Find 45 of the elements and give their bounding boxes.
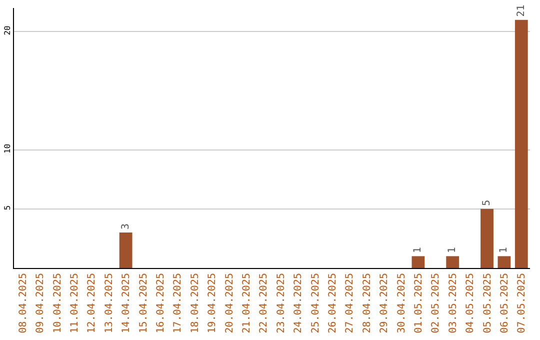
x-tick-label: 13.04.2025 [104, 273, 115, 334]
x-tick-label: 03.05.2025 [448, 273, 459, 334]
bar [412, 256, 425, 268]
data-label: 5 [482, 200, 492, 206]
data-label: 1 [498, 247, 510, 254]
x-tick-label: 15.04.2025 [138, 273, 150, 334]
x-tick-label: 27.04.2025 [344, 273, 356, 334]
x-tick-label: 18.04.2025 [190, 273, 201, 334]
bar [498, 256, 511, 268]
x-tick-label: 10.04.2025 [52, 273, 64, 334]
x-tick-label: 02.05.2025 [430, 273, 442, 334]
x-tick-label: 24.04.2025 [293, 273, 304, 334]
x-tick-label: 06.05.2025 [499, 273, 510, 334]
x-tick-label: 12.04.2025 [86, 273, 98, 334]
x-tick-label: 26.04.2025 [327, 273, 338, 334]
bar [446, 256, 460, 268]
x-tick-label: 07.05.2025 [516, 273, 528, 334]
x-tick-label: 19.04.2025 [207, 273, 218, 334]
y-tick-label: 10 [2, 144, 12, 154]
bar [514, 20, 528, 268]
x-tick-label: 28.04.2025 [362, 273, 373, 334]
x-tick-label: 14.04.2025 [121, 273, 132, 334]
x-tick-label: 08.04.2025 [18, 273, 29, 334]
x-tick-label: 04.05.2025 [465, 273, 476, 334]
x-tick-label: 23.04.2025 [276, 273, 287, 334]
x-tick-label: 05.05.2025 [482, 273, 494, 334]
bar [119, 232, 132, 268]
x-tick-label: 09.04.2025 [35, 273, 46, 334]
x-tick-label: 21.04.2025 [241, 273, 252, 334]
data-label: 1 [447, 247, 458, 254]
x-tick-label: 29.04.2025 [379, 273, 390, 334]
x-tick-label: 17.04.2025 [172, 273, 184, 334]
data-label: 21 [516, 4, 527, 17]
x-tick-label: 20.04.2025 [224, 273, 236, 334]
x-tick-label: 16.04.2025 [155, 273, 166, 334]
x-tick-label: 30.04.2025 [396, 273, 408, 334]
bar [480, 208, 494, 268]
y-tick-label: 5 [2, 205, 12, 210]
y-tick-label: 20 [2, 25, 12, 36]
x-tick-label: 22.04.2025 [258, 273, 270, 334]
x-tick-label: 11.04.2025 [69, 273, 80, 334]
x-tick-label: 25.04.2025 [310, 273, 322, 334]
data-label: 1 [412, 247, 424, 254]
x-tick-label: 01.05.2025 [413, 273, 424, 334]
data-label: 3 [120, 224, 132, 230]
